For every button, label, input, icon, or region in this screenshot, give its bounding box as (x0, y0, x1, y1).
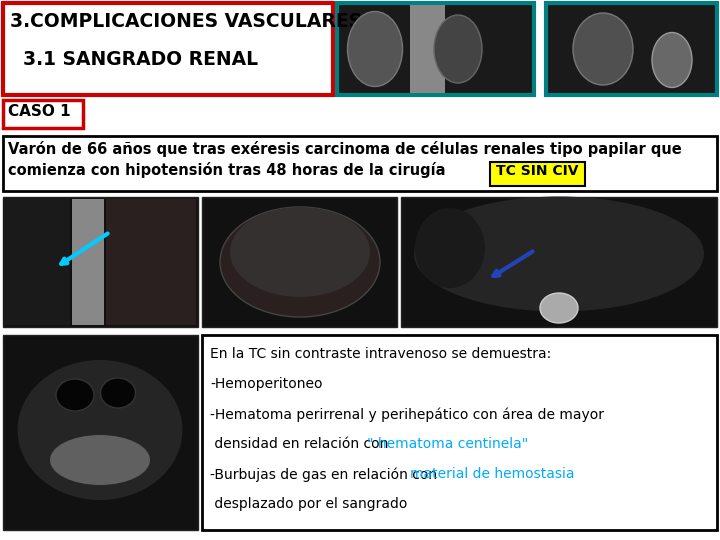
Text: 3.1 SANGRADO RENAL: 3.1 SANGRADO RENAL (10, 50, 258, 69)
Text: -Hematoma perirrenal y perihepático con área de mayor: -Hematoma perirrenal y perihepático con … (210, 407, 604, 422)
Bar (3, 335, 198, 530)
Bar (3, 100, 83, 128)
Ellipse shape (540, 293, 578, 323)
Ellipse shape (17, 360, 182, 500)
Ellipse shape (415, 208, 485, 288)
Bar (401, 197, 717, 327)
Bar (72, 199, 104, 325)
Ellipse shape (220, 207, 380, 317)
Bar (546, 3, 717, 95)
Bar (410, 5, 445, 93)
Text: TC SIN CIV: TC SIN CIV (496, 164, 578, 178)
Ellipse shape (50, 435, 150, 485)
Bar (490, 162, 585, 186)
Bar (3, 197, 198, 327)
Text: En la TC sin contraste intravenoso se demuestra:: En la TC sin contraste intravenoso se de… (210, 347, 552, 361)
Bar (337, 3, 534, 95)
Text: desplazado por el sangrado: desplazado por el sangrado (210, 497, 408, 511)
Ellipse shape (573, 13, 633, 85)
Text: Varón de 66 años que tras exéresis carcinoma de células renales tipo papilar que: Varón de 66 años que tras exéresis carci… (8, 141, 682, 157)
Text: " hematoma centinela": " hematoma centinela" (367, 437, 528, 451)
Bar (3, 199, 70, 325)
Text: 3.COMPLICACIONES VASCULARES:: 3.COMPLICACIONES VASCULARES: (10, 12, 369, 31)
Text: material de hemostasia: material de hemostasia (410, 467, 574, 481)
Text: densidad en relación con: densidad en relación con (210, 437, 392, 451)
Bar (72, 199, 104, 325)
Ellipse shape (414, 197, 704, 312)
Text: CASO 1: CASO 1 (8, 104, 71, 119)
Bar (202, 197, 397, 327)
Bar (3, 136, 717, 191)
Ellipse shape (230, 207, 370, 297)
Ellipse shape (434, 15, 482, 83)
Ellipse shape (652, 32, 692, 87)
Text: comienza con hipotensión tras 48 horas de la cirugía: comienza con hipotensión tras 48 horas d… (8, 162, 446, 178)
Ellipse shape (56, 379, 94, 411)
Bar (3, 3, 333, 95)
Text: -Burbujas de gas en relación con: -Burbujas de gas en relación con (210, 467, 441, 482)
Bar (202, 335, 717, 530)
Ellipse shape (348, 11, 402, 86)
Bar (106, 199, 196, 325)
Text: -Hemoperitoneo: -Hemoperitoneo (210, 377, 323, 391)
Ellipse shape (101, 378, 135, 408)
